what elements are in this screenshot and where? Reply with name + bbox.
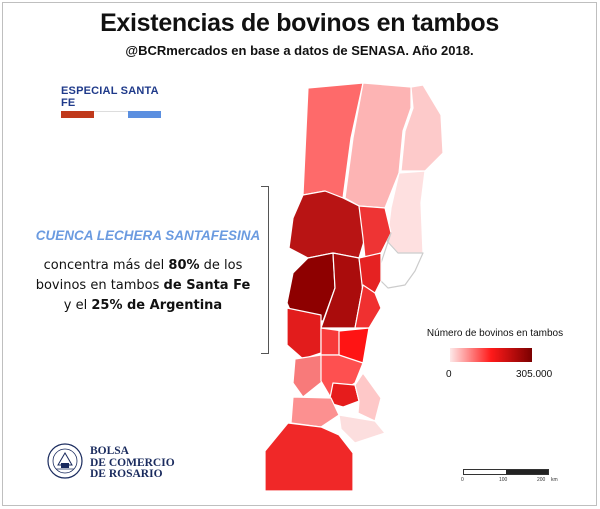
scale-bar bbox=[463, 469, 549, 475]
map-title: Existencias de bovinos en tambos bbox=[100, 9, 499, 37]
legend-max-label: 305.000 bbox=[516, 369, 553, 380]
legend-color-ramp bbox=[450, 348, 532, 362]
district-general-lopez bbox=[264, 422, 354, 492]
badge-label: ESPECIAL SANTA FE bbox=[61, 85, 159, 109]
annotation-line1-pct: 80% bbox=[168, 258, 200, 273]
scale-tick-100: 100 bbox=[499, 477, 508, 483]
annotation-line3-bold: 25% de Argentina bbox=[91, 298, 223, 313]
scale-tick-200: 200 bbox=[537, 477, 546, 483]
logo-line-1: BOLSA bbox=[90, 445, 129, 457]
scale-segment bbox=[485, 470, 506, 474]
annotation-line3-pre: y el bbox=[63, 298, 92, 313]
legend-min-label: 0 bbox=[446, 369, 452, 380]
annotation-text: concentra más del 80% de los bovinos en … bbox=[23, 256, 263, 316]
badge-stripe-blue bbox=[127, 111, 161, 118]
annotation-line2-bold: de Santa Fe bbox=[163, 278, 251, 293]
legend-title: Número de bovinos en tambos bbox=[426, 328, 564, 339]
bcr-seal-icon bbox=[47, 443, 83, 479]
scale-segment bbox=[506, 470, 527, 474]
district-san-martin bbox=[286, 307, 322, 360]
logo-line-2: DE COMERCIO bbox=[90, 456, 175, 469]
badge-stripe-red bbox=[61, 111, 95, 118]
bcr-logo-text: BOLSA DE COMERCIO DE ROSARIO bbox=[90, 445, 175, 481]
annotation-bracket bbox=[261, 186, 269, 354]
district-villa-constitucion bbox=[338, 414, 386, 444]
santa-fe-map bbox=[264, 82, 444, 492]
district-vera bbox=[344, 82, 412, 209]
map-subtitle: @BCRmercados en base a datos de SENASA. … bbox=[125, 43, 474, 58]
scale-labels: 0 100 200 km bbox=[455, 477, 565, 485]
scale-segment bbox=[464, 470, 485, 474]
district-constitucion bbox=[354, 372, 382, 422]
scale-tick-unit: km bbox=[551, 477, 558, 483]
special-badge: ESPECIAL SANTA FE bbox=[61, 85, 161, 118]
scale-tick-0: 0 bbox=[461, 477, 464, 483]
logo-line-3: DE ROSARIO bbox=[90, 468, 163, 480]
annotation-line1-post: de los bbox=[199, 258, 243, 273]
badge-stripe bbox=[61, 111, 161, 118]
district-san-jeronimo bbox=[354, 284, 382, 329]
annotation-line1-pre: concentra más del bbox=[43, 258, 169, 273]
badge-stripe-white bbox=[94, 111, 128, 118]
annotation-heading: CUENCA LECHERA SANTAFESINA bbox=[35, 228, 261, 243]
annotation-line2-pre: bovinos en tambos bbox=[35, 278, 164, 293]
district-caseros bbox=[290, 396, 340, 428]
district-san-lorenzo bbox=[320, 354, 364, 399]
district-caseros-north bbox=[292, 354, 324, 398]
scale-segment bbox=[527, 470, 548, 474]
